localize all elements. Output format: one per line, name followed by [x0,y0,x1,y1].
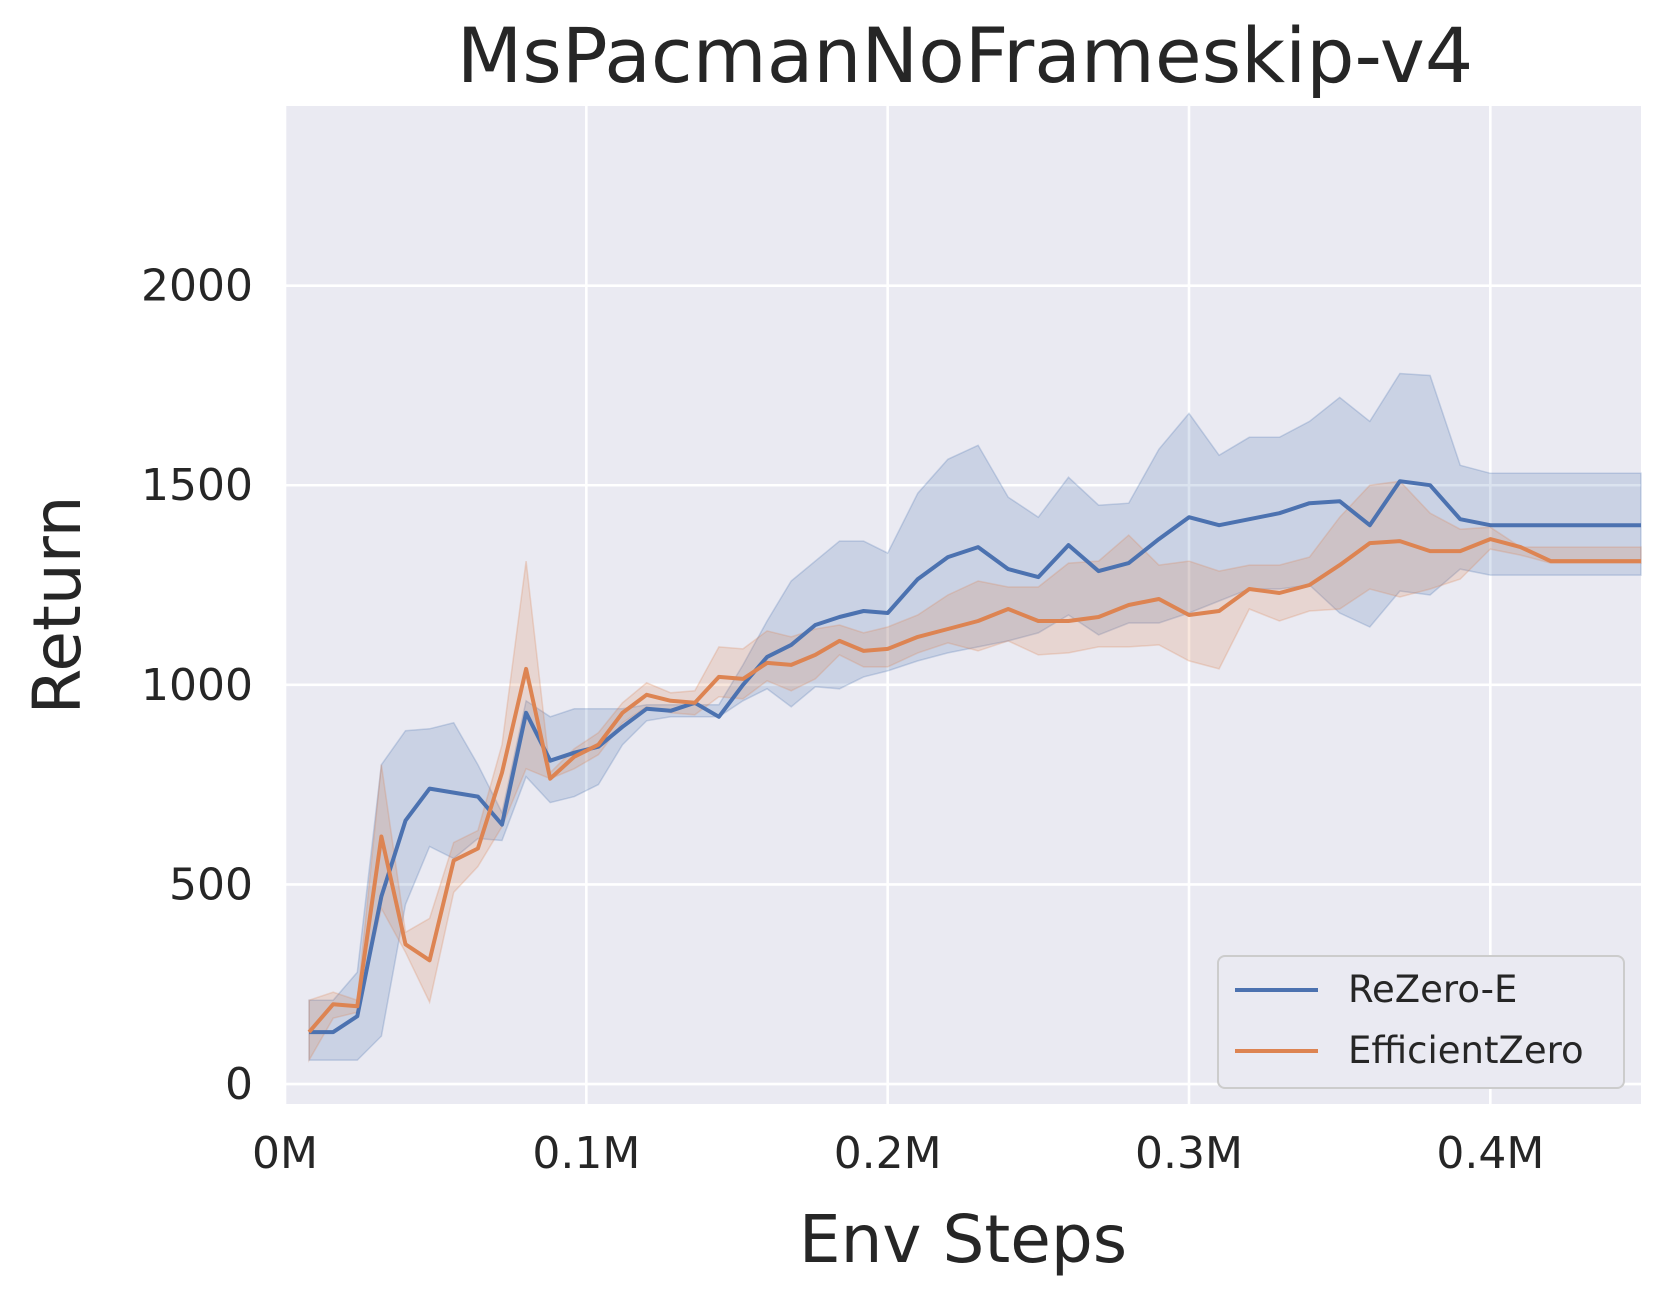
band-rezero-e [308,372,1642,1061]
x-axis-label: Env Steps [799,1201,1127,1278]
plot-area [285,106,1641,1104]
tick-labels: 0 500 1000 1500 2000 0M 0.1M 0.2M 0.3M 0.4M [141,261,1544,1179]
y-axis-label: Return [19,495,96,714]
x-tick-label-1: 0.1M [532,1128,640,1179]
series-line-rezero-e [309,479,1641,1035]
y-tick-label-1: 500 [169,859,253,910]
y-tick-label-0: 0 [225,1059,253,1110]
legend-box [1217,955,1625,1089]
x-tick-label-4: 0.4M [1436,1128,1544,1179]
legend-label-efficientzero: EfficientZero [1348,1029,1584,1072]
x-tick-label-0: 0M [252,1128,318,1179]
y-tick-label-2: 1000 [141,660,253,711]
y-tick-label-4: 2000 [141,261,253,312]
legend-label-rezero-e: ReZero-E [1348,968,1517,1011]
series-lines [307,479,1641,1035]
grid [283,106,1641,1104]
y-tick-label-3: 1500 [141,460,253,511]
x-tick-label-2: 0.2M [834,1128,942,1179]
chart-title: MsPacmanNoFrameskip-v4 [457,11,1474,100]
series-line-efficientzero [307,537,1641,1034]
x-tick-label-3: 0.3M [1135,1128,1243,1179]
legend: ReZero-E EfficientZero [1217,955,1625,1089]
